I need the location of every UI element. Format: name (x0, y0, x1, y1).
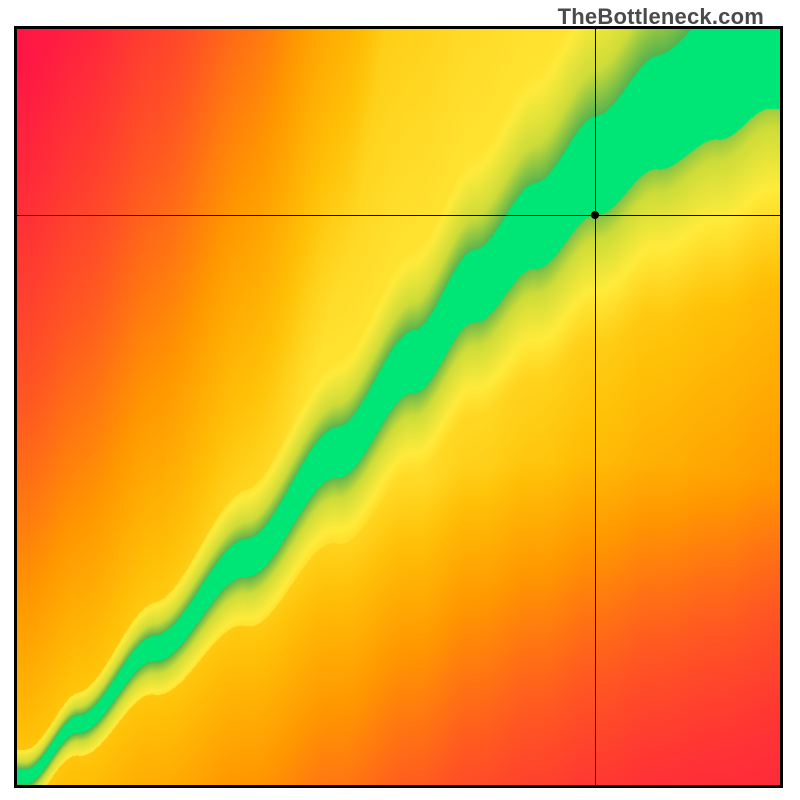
chart-container: TheBottleneck.com (0, 0, 800, 800)
crosshair-horizontal (17, 215, 780, 216)
chart-frame (14, 26, 783, 788)
crosshair-vertical (595, 29, 596, 785)
crosshair-marker-dot (591, 211, 599, 219)
watermark-text: TheBottleneck.com (558, 4, 764, 30)
bottleneck-heatmap (17, 29, 780, 785)
